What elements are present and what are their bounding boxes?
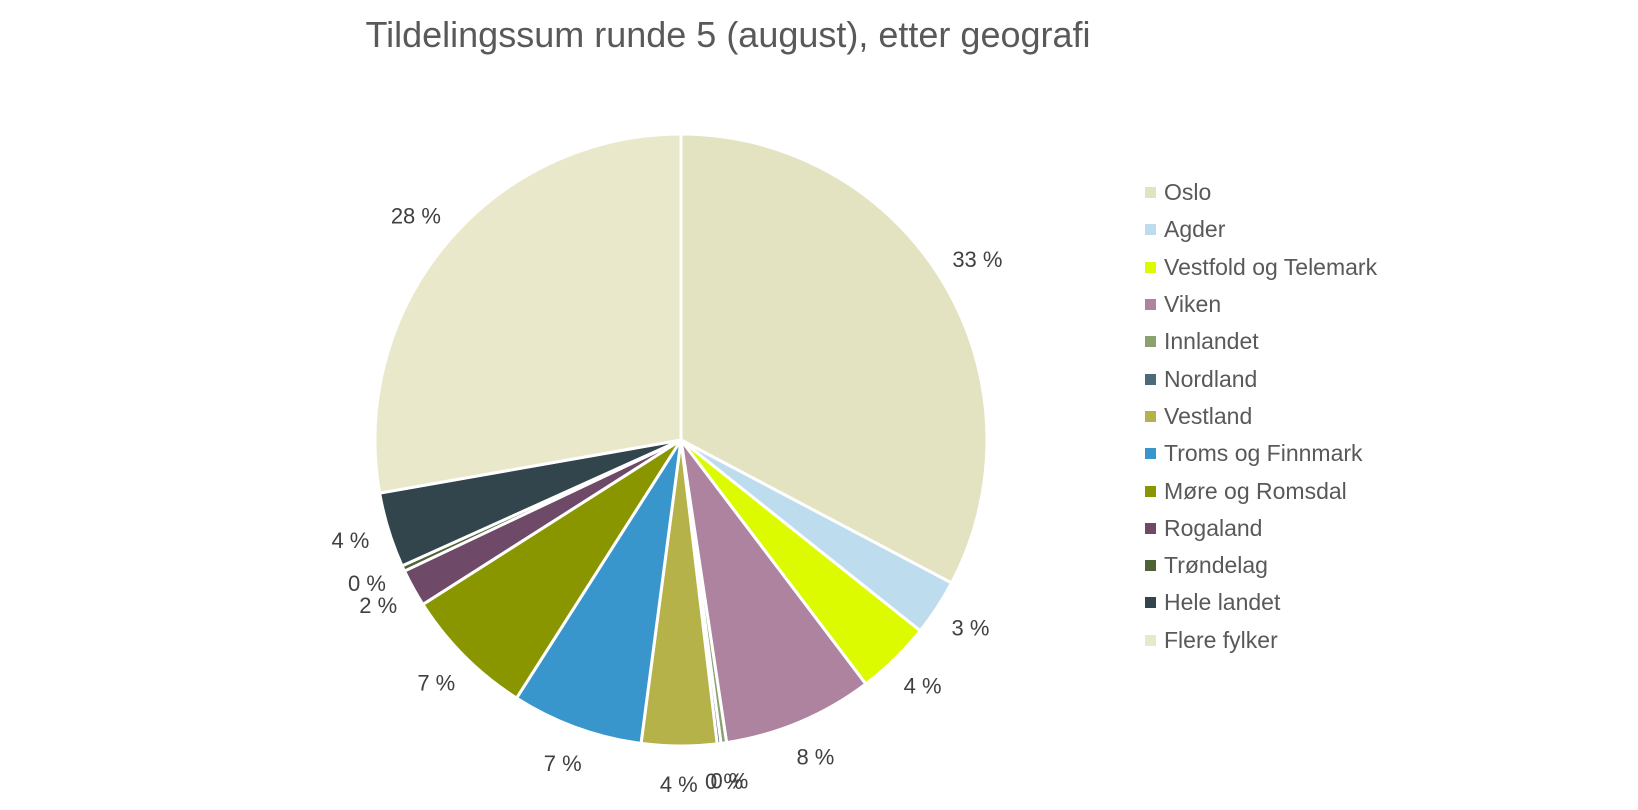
- legend-label: Flere fylker: [1164, 626, 1278, 653]
- data-label-8: 7 %: [417, 671, 455, 696]
- legend-label: Rogaland: [1164, 514, 1263, 541]
- legend-label: Viken: [1164, 291, 1222, 318]
- legend-label: Vestfold og Telemark: [1164, 253, 1378, 280]
- data-label-1: 3 %: [952, 615, 990, 640]
- data-label-7: 7 %: [544, 751, 582, 776]
- legend-swatch: [1145, 224, 1156, 236]
- legend-item: Viken: [1145, 286, 1377, 323]
- data-label-6: 4 %: [660, 772, 698, 797]
- data-label-11: 4 %: [331, 528, 369, 553]
- pie-slice-8: [420, 438, 683, 701]
- legend-swatch: [1145, 634, 1156, 646]
- legend-item: Vestfold og Telemark: [1145, 249, 1377, 286]
- legend-swatch: [1145, 187, 1156, 199]
- legend-swatch: [1145, 261, 1156, 273]
- legend-label: Innlandet: [1164, 328, 1259, 355]
- legend-label: Agder: [1164, 216, 1226, 243]
- legend-item: Oslo: [1145, 174, 1377, 211]
- legend-swatch: [1145, 373, 1156, 385]
- legend-swatch: [1145, 560, 1156, 572]
- legend-swatch: [1145, 336, 1156, 348]
- legend-swatch: [1145, 299, 1156, 311]
- legend-item: Troms og Finnmark: [1145, 435, 1377, 472]
- legend-swatch: [1145, 485, 1156, 497]
- legend-swatch: [1145, 410, 1156, 422]
- legend-item: Innlandet: [1145, 323, 1377, 360]
- legend-item: Møre og Romsdal: [1145, 472, 1377, 509]
- legend-item: Vestland: [1145, 398, 1377, 435]
- legend-swatch: [1145, 448, 1156, 460]
- chart-title: Tildelingssum runde 5 (august), etter ge…: [365, 14, 1091, 55]
- legend-item: Hele landet: [1145, 584, 1377, 621]
- legend-label: Oslo: [1164, 179, 1212, 206]
- data-label-12: 28 %: [391, 203, 441, 228]
- legend-item: Flere fylker: [1145, 622, 1377, 659]
- legend-label: Troms og Finnmark: [1164, 440, 1363, 467]
- data-label-4: 0 %: [710, 768, 748, 793]
- data-label-5: 0 %: [705, 769, 743, 794]
- legend-label: Hele landet: [1164, 589, 1281, 616]
- legend-swatch: [1145, 522, 1156, 534]
- legend-item: Agder: [1145, 211, 1377, 248]
- legend-item: Trøndelag: [1145, 547, 1377, 584]
- data-label-2: 4 %: [904, 674, 942, 699]
- data-label-3: 8 %: [796, 745, 834, 770]
- data-label-0: 33 %: [952, 247, 1002, 272]
- pie-slice-7: [514, 439, 683, 746]
- legend-swatch: [1145, 597, 1156, 609]
- pie-slice-0: [679, 132, 989, 586]
- legend-label: Trøndelag: [1164, 552, 1268, 579]
- pie-slice-12: [373, 132, 683, 495]
- data-label-10: 0 %: [348, 571, 386, 596]
- legend-item: Rogaland: [1145, 510, 1377, 547]
- data-label-9: 2 %: [359, 593, 397, 618]
- legend-label: Møre og Romsdal: [1164, 477, 1347, 504]
- legend: Oslo Agder Vestfold og Telemark Viken Innlan…: [1145, 174, 1377, 659]
- legend-item: Nordland: [1145, 360, 1377, 397]
- pie-slice-3: [679, 439, 868, 745]
- legend-label: Nordland: [1164, 365, 1258, 392]
- legend-label: Vestland: [1164, 402, 1253, 429]
